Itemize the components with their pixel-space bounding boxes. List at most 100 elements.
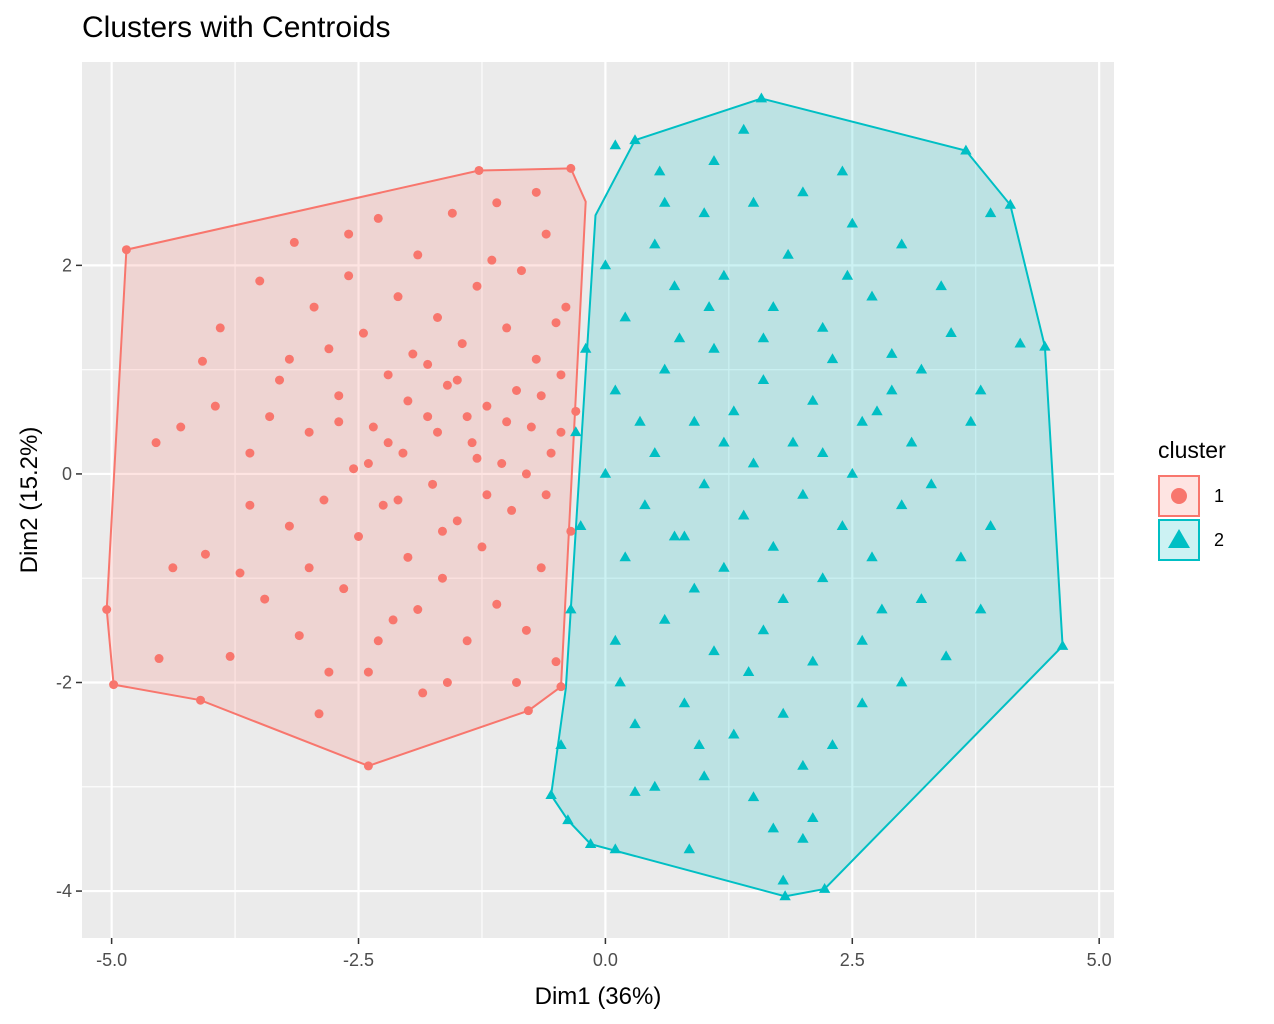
cluster-1-point [265, 412, 275, 422]
cluster-1-point [423, 412, 433, 422]
cluster-2-point [683, 843, 695, 854]
cluster-2-point [609, 384, 621, 395]
cluster-1-hull [105, 167, 587, 767]
cluster-2-point [797, 488, 809, 499]
cluster-1-point [245, 448, 255, 458]
cluster-1-point [319, 495, 329, 505]
cluster-2-point [777, 874, 789, 885]
cluster-1-point [492, 599, 502, 609]
cluster-2-point [619, 311, 631, 322]
cluster-1-point [304, 563, 314, 573]
cluster-1-point [373, 213, 383, 223]
cluster-2-point [629, 718, 641, 729]
cluster-1-point [294, 631, 304, 641]
cluster-1-point [556, 370, 566, 380]
cluster-2-point [614, 676, 626, 687]
cluster-1-point [556, 427, 566, 437]
cluster-1-point [521, 625, 531, 635]
cluster-2-point [619, 551, 631, 562]
cluster-2-point [841, 269, 854, 280]
cluster-1-point [275, 375, 285, 385]
legend-item-cluster-1: 1 [1158, 474, 1258, 518]
cluster-1-point [523, 706, 533, 716]
legend-symbol-triangle [1168, 529, 1190, 548]
cluster-1-point [358, 328, 368, 338]
legend-triangle-marker [1168, 529, 1190, 548]
cluster-2-point [757, 332, 770, 343]
cluster-2-point [955, 551, 967, 562]
cluster-2-point [984, 207, 997, 218]
cluster-1-point [408, 349, 418, 359]
cluster-2-point [896, 238, 908, 249]
cluster-1-point [507, 505, 517, 515]
cluster-2-point [925, 478, 937, 489]
cluster-1-point [442, 380, 452, 390]
cluster-1-point [497, 459, 507, 468]
cluster-2-point [698, 478, 710, 489]
cluster-1-point [168, 563, 178, 573]
cluster-2-point [584, 838, 597, 848]
cluster-2-point [698, 770, 710, 781]
cluster-1-point [477, 542, 487, 552]
legend-label-cluster-1: 1 [1214, 485, 1225, 506]
cluster-2-point [599, 467, 612, 478]
cluster-2-point [747, 457, 760, 468]
cluster-2-point [846, 467, 858, 478]
cluster-2-point [678, 697, 691, 708]
cluster-1-point [502, 323, 512, 333]
cluster-2-point [826, 739, 839, 749]
cluster-2-point [1039, 340, 1051, 351]
cluster-1-point [289, 237, 299, 247]
cluster-1-point [516, 266, 526, 276]
y-tick-label: -2 [56, 673, 72, 693]
cluster-2-point [659, 196, 671, 207]
cluster-1-point [512, 678, 522, 687]
cluster-2-point [975, 603, 987, 614]
x-axis: -5.0 -2.5 0.0 2.5 5.0 [96, 938, 1112, 970]
cluster-1-point [551, 318, 561, 328]
cluster-1-point [363, 459, 373, 468]
cluster-2-point [975, 384, 987, 395]
cluster-1-point [512, 386, 522, 395]
cluster-1-point [413, 250, 423, 260]
cluster-1-point [383, 370, 393, 380]
cluster-2-point [797, 186, 809, 197]
cluster-2-point [876, 603, 888, 614]
cluster-2-point [818, 883, 831, 893]
cluster-1-point [383, 438, 393, 448]
cluster-2-point [836, 520, 849, 530]
cluster-1-point [447, 208, 457, 218]
cluster-2-point [807, 394, 819, 405]
cluster-1-point [344, 271, 354, 281]
cluster-2-point [693, 739, 705, 749]
cluster-1-point [388, 615, 398, 625]
cluster-2-point [688, 582, 700, 593]
cluster-2-point [797, 759, 809, 770]
cluster-2-point [718, 269, 730, 280]
cluster-1-point [423, 359, 433, 369]
y-axis-title: Dim2 (15.2%) [16, 427, 43, 574]
legend-key-cluster-2 [1158, 519, 1200, 561]
cluster-2-point [915, 363, 928, 374]
cluster-1-point [363, 667, 373, 677]
cluster-1-point [487, 255, 497, 265]
x-axis-title: Dim1 (36%) [535, 983, 662, 1010]
y-tick-label: 2 [62, 255, 72, 275]
cluster-1-point [154, 654, 164, 664]
cluster-1-point [521, 469, 531, 479]
cluster-1-point [482, 401, 492, 411]
cluster-1-point [452, 375, 462, 385]
cluster-2-point [562, 814, 574, 825]
cluster-2-point [747, 196, 760, 207]
cluster-1-point [526, 422, 536, 432]
cluster-2-point [1004, 198, 1016, 209]
cluster-1-point [492, 198, 502, 208]
cluster-1-point [561, 302, 571, 312]
cluster-2-point [634, 415, 646, 426]
cluster-1-point [502, 417, 512, 427]
cluster-2-point [836, 165, 849, 176]
cluster-1-point [121, 245, 131, 255]
cluster-2-point [940, 650, 952, 661]
cluster-1-point [393, 495, 403, 505]
